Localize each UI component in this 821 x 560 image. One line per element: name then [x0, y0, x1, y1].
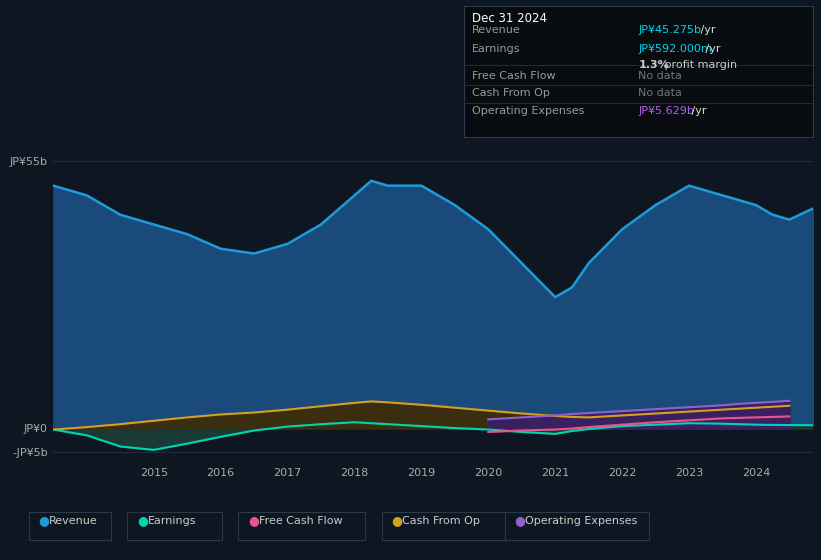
Text: JP¥45.275b: JP¥45.275b	[639, 25, 701, 35]
Text: Revenue: Revenue	[49, 516, 98, 526]
Text: ●: ●	[248, 514, 259, 528]
Text: No data: No data	[639, 88, 682, 99]
Text: /yr: /yr	[687, 106, 706, 116]
Text: JP¥5.629b: JP¥5.629b	[639, 106, 695, 116]
Text: Revenue: Revenue	[472, 25, 521, 35]
Text: /yr: /yr	[698, 25, 716, 35]
Text: profit margin: profit margin	[662, 60, 737, 71]
Text: ●: ●	[137, 514, 148, 528]
Text: Free Cash Flow: Free Cash Flow	[472, 71, 556, 81]
Text: Cash From Op: Cash From Op	[472, 88, 550, 99]
Text: ●: ●	[39, 514, 49, 528]
Text: ●: ●	[392, 514, 402, 528]
Text: No data: No data	[639, 71, 682, 81]
Text: ●: ●	[515, 514, 525, 528]
Text: Earnings: Earnings	[472, 44, 521, 54]
Text: Free Cash Flow: Free Cash Flow	[259, 516, 342, 526]
Text: /yr: /yr	[701, 44, 720, 54]
Text: Operating Expenses: Operating Expenses	[472, 106, 585, 116]
Text: Cash From Op: Cash From Op	[402, 516, 480, 526]
Text: JP¥592.000m: JP¥592.000m	[639, 44, 712, 54]
Text: Dec 31 2024: Dec 31 2024	[472, 12, 547, 25]
Text: 1.3%: 1.3%	[639, 60, 669, 71]
Text: Operating Expenses: Operating Expenses	[525, 516, 638, 526]
Text: Earnings: Earnings	[148, 516, 196, 526]
